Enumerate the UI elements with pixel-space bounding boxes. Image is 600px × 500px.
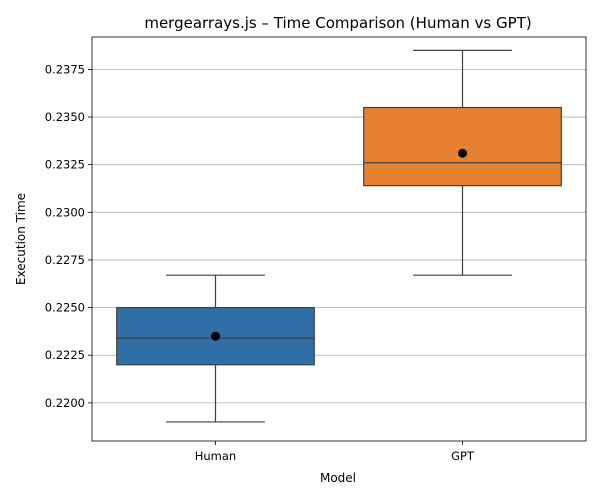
boxes [116, 49, 562, 423]
chart-title: mergearrays.js – Time Comparison (Human … [144, 14, 531, 32]
box-human [116, 274, 315, 423]
y-tick-label: 0.2300 [45, 205, 85, 219]
y-tick-label: 0.2275 [45, 253, 85, 267]
box-gpt [363, 49, 562, 276]
x-tick-label: GPT [451, 449, 475, 463]
y-tick-label: 0.2250 [45, 301, 85, 315]
y-tick-label: 0.2350 [45, 110, 85, 124]
mean-marker [458, 148, 467, 158]
y-axis-label: Execution Time [14, 193, 28, 285]
iqr-box [363, 106, 562, 187]
y-tick-label: 0.2325 [45, 158, 85, 172]
y-axis: 0.2200 0.2225 0.2250 0.2275 0.2300 0.2325 0.23… [45, 62, 92, 410]
mean-marker [211, 331, 220, 341]
y-tick-label: 0.2200 [45, 396, 85, 410]
plot-frame [91, 36, 587, 442]
x-axis-label: Model [320, 471, 356, 485]
y-tick-label: 0.2375 [45, 62, 85, 76]
x-axis: Human GPT [195, 441, 475, 463]
x-tick-label: Human [195, 449, 236, 463]
y-tick-label: 0.2225 [45, 348, 85, 362]
